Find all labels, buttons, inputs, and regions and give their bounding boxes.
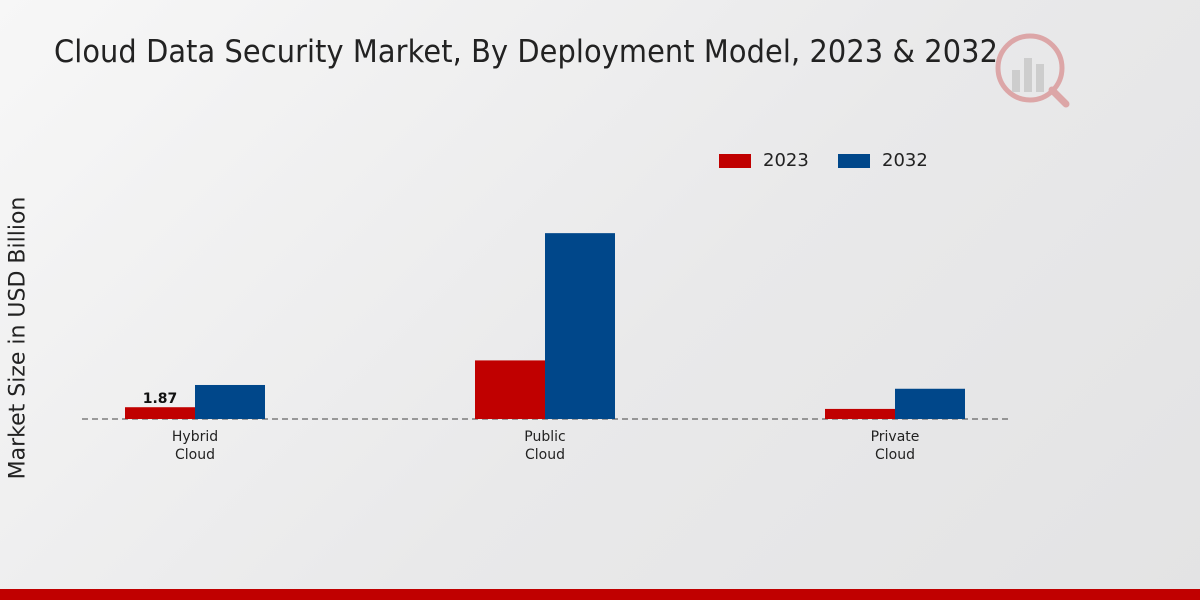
data-label-0: 1.87 xyxy=(143,391,178,407)
bar-2023-2 xyxy=(825,408,895,419)
legend-item-2023: 2023 xyxy=(719,150,809,171)
legend-item-2032: 2032 xyxy=(838,150,928,171)
bottom-accent-bar xyxy=(0,589,1200,600)
legend-label-2023: 2023 xyxy=(763,150,809,171)
bar-2023-0 xyxy=(125,407,195,419)
bar-2032-2 xyxy=(895,388,965,419)
chart-title: Cloud Data Security Market, By Deploymen… xyxy=(54,34,999,70)
x-tick-private-cloud: Private Cloud xyxy=(870,429,920,463)
legend-swatch-2023 xyxy=(719,153,751,168)
legend-label-2032: 2032 xyxy=(882,150,928,171)
logo-watermark-icon xyxy=(992,30,1072,114)
x-tick-public-cloud: Public Cloud xyxy=(524,429,566,463)
bar-2023-1 xyxy=(475,360,545,419)
legend-swatch-2032 xyxy=(838,153,870,168)
x-tick-hybrid-cloud: Hybrid Cloud xyxy=(171,429,219,463)
bar-2032-0 xyxy=(195,384,265,419)
bar-2032-1 xyxy=(545,233,615,419)
